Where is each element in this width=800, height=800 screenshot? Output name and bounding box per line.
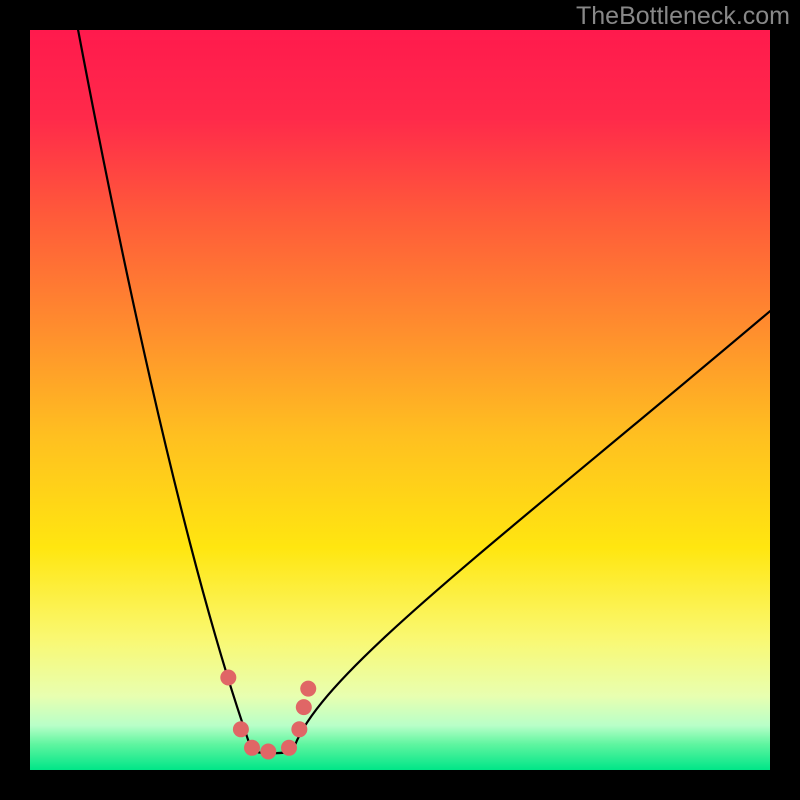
stage: TheBottleneck.com bbox=[0, 0, 800, 800]
marker-dot bbox=[296, 699, 312, 715]
bottleneck-chart bbox=[0, 0, 800, 800]
marker-dot bbox=[220, 670, 236, 686]
marker-dot bbox=[291, 721, 307, 737]
marker-dot bbox=[233, 721, 249, 737]
marker-dot bbox=[260, 744, 276, 760]
marker-dot bbox=[300, 681, 316, 697]
marker-dot bbox=[244, 740, 260, 756]
marker-dot bbox=[281, 740, 297, 756]
watermark-text: TheBottleneck.com bbox=[576, 2, 790, 31]
gradient-background bbox=[30, 30, 770, 770]
